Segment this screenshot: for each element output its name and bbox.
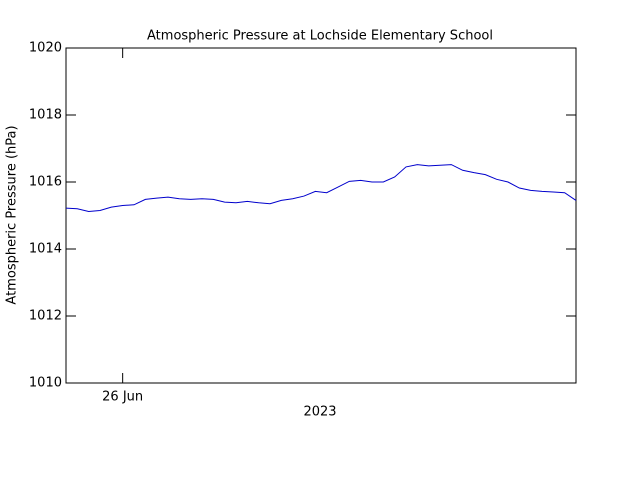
y-tick-label: 1016 bbox=[29, 175, 62, 190]
y-tick-label: 1018 bbox=[29, 108, 62, 123]
data-line bbox=[65, 164, 577, 212]
x-axis-label: 2023 bbox=[303, 405, 336, 420]
chart-title: Atmospheric Pressure at Lochside Element… bbox=[147, 29, 493, 44]
y-tick-label: 1010 bbox=[29, 376, 62, 391]
y-axis-label: Atmospheric Pressure (hPa) bbox=[5, 125, 20, 304]
x-tick-label: 26 Jun bbox=[102, 390, 143, 405]
y-tick-label: 1020 bbox=[29, 41, 62, 56]
y-tick-label: 1014 bbox=[29, 242, 62, 257]
plot-frame bbox=[65, 47, 577, 384]
y-tick-label: 1012 bbox=[29, 309, 62, 324]
